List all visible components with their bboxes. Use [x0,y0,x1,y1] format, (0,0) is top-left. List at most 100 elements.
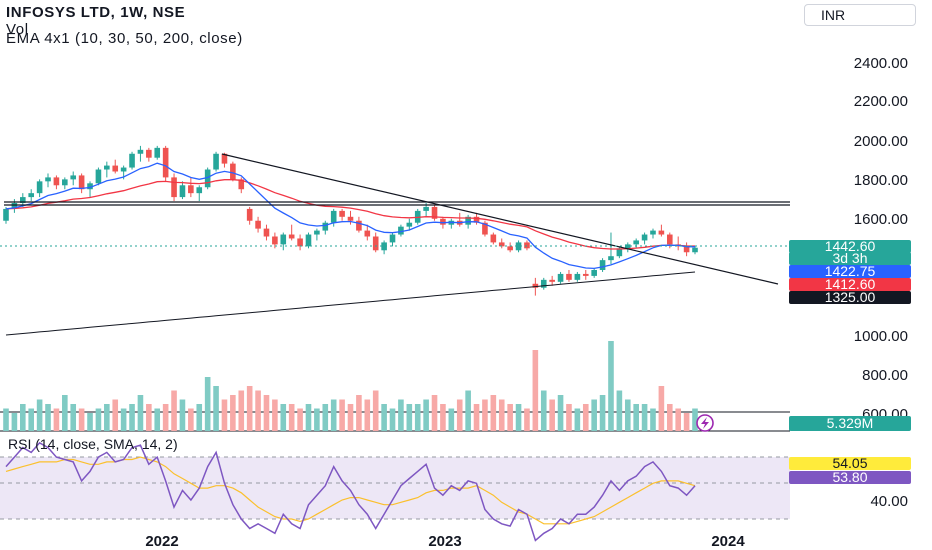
volume-bar [515,404,522,431]
volume-bar [675,408,681,431]
candle-body [255,220,261,229]
candle-body [608,256,614,261]
volume-bar [230,395,236,431]
volume-bar [246,386,253,431]
time-axis-label: 2024 [711,533,745,550]
candle-body [364,230,371,237]
volume-bar [196,404,203,431]
candle-body [179,185,186,198]
volume-bar [364,399,371,431]
candle-body [641,234,648,241]
candle-body [322,222,329,231]
candle-body [423,206,429,211]
currency-button[interactable]: INR [804,4,916,26]
volume-bar [398,399,404,431]
price-axis-label: 2200.00 [854,93,908,110]
candle-body [591,269,597,276]
volume-bar [53,408,60,431]
candle-body [221,153,228,164]
candle-body [650,230,656,235]
ema-dark-tag: 1325.00 [789,290,911,304]
candle-body [314,230,320,235]
volume-bar [330,399,337,431]
volume-bar [70,404,77,431]
volume-bar [616,390,623,431]
volume-bar [507,404,513,431]
ema-legend[interactable]: EMA 4x1 (10, 30, 50, 200, close) [6,30,243,47]
candle-body [146,149,152,158]
candle-body [633,240,639,245]
candle-body [381,242,387,251]
rsi-tag: 54.05 [789,456,911,470]
candle-body [624,244,631,249]
volume-bar [582,404,589,431]
candle-body [356,220,362,231]
candle-body [574,273,581,280]
candle-body [339,210,345,217]
volume-bar [381,404,387,431]
candle-body [616,248,623,257]
candle-body [599,260,606,270]
candle-body [272,236,278,245]
candle-body [490,234,497,243]
candle-body [347,216,354,221]
candle-body [171,177,177,198]
ema-blue-tag: 1422.75 [789,264,911,278]
volume-bar [641,404,648,431]
candle-body [230,163,236,180]
volume-bar [95,408,102,431]
candle-body [246,208,253,221]
volume-bar [591,399,597,431]
candle-body [280,234,287,245]
candle-body [524,242,530,249]
volume-bar [322,404,329,431]
candle-body [473,216,480,223]
rsi-lines [5,441,696,542]
candle-body [507,246,513,251]
candle-body [498,242,505,247]
candle-body [28,193,35,198]
time-axis-label: 2023 [428,533,461,550]
rsi-sma-tag: 53.80 [789,470,911,484]
candle-body [372,236,379,251]
ema-red-tag: 1412.60 [789,277,911,291]
candle-body [406,222,413,227]
candle-body [104,165,110,170]
volume-bar [490,395,497,431]
volume-bar [633,404,639,431]
rsi-line [5,441,696,542]
volume-bar [624,399,631,431]
volume-bar [221,399,228,431]
candle-body [305,234,312,247]
volume-bar [532,350,539,431]
symbol-title[interactable]: INFOSYS LTD, 1W, NSE [6,4,186,21]
volume-bar [3,408,9,431]
volume-bar [666,404,673,431]
trendline[interactable] [221,153,779,285]
volume-legend[interactable]: Vol [6,21,29,38]
volume-bar [372,390,379,431]
volume-bar [213,386,219,431]
volume-bar [62,395,68,431]
rsi-legend[interactable]: RSI (14, close, SMA, 14, 2) [8,436,178,452]
candle-body [532,283,539,288]
volume-bar [431,395,438,431]
ema-red-line [5,179,696,250]
volume-tag: 5.329M [789,416,911,431]
candle-body [204,169,211,188]
volume-bar [120,408,127,431]
volume-bar [314,408,320,431]
volume-bar [557,395,564,431]
time-axis[interactable]: 2022 2023 2024 [145,533,745,550]
volume-bar [574,408,581,431]
volume-bar [406,404,413,431]
volume-bar [45,404,51,431]
volume-bar [683,413,690,431]
candles [3,145,698,296]
candle-body [196,187,203,194]
volume-bar [188,408,194,431]
volume-bar [498,399,505,431]
candle-body [3,208,9,221]
candle-body [398,226,404,235]
